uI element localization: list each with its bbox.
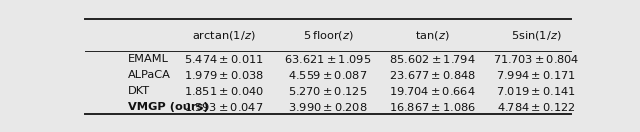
Text: $4.559 \pm 0.087$: $4.559 \pm 0.087$	[288, 69, 368, 81]
Text: $1.979 \pm 0.038$: $1.979 \pm 0.038$	[184, 69, 264, 81]
Text: DKT: DKT	[129, 86, 150, 96]
Text: $5.474 \pm 0.011$: $5.474 \pm 0.011$	[184, 53, 264, 65]
Text: $23.677 \pm 0.848$: $23.677 \pm 0.848$	[388, 69, 476, 81]
Text: $5.270 \pm 0.125$: $5.270 \pm 0.125$	[288, 85, 368, 97]
Text: ALPaCA: ALPaCA	[129, 70, 172, 80]
Text: $19.704 \pm 0.664$: $19.704 \pm 0.664$	[388, 85, 476, 97]
Text: $4.784 \pm 0.122$: $4.784 \pm 0.122$	[497, 101, 576, 113]
Text: $1.593 \pm 0.047$: $1.593 \pm 0.047$	[184, 101, 264, 113]
Text: $71.703 \pm 0.804$: $71.703 \pm 0.804$	[493, 53, 580, 65]
Text: $\tan(z)$: $\tan(z)$	[415, 29, 449, 42]
Text: $7.994 \pm 0.171$: $7.994 \pm 0.171$	[496, 69, 577, 81]
Text: $5\,\mathrm{floor}(z)$: $5\,\mathrm{floor}(z)$	[303, 29, 353, 42]
Text: EMAML: EMAML	[129, 54, 169, 64]
Text: $\arctan(1/z)$: $\arctan(1/z)$	[192, 29, 255, 42]
Text: $63.621 \pm 1.095$: $63.621 \pm 1.095$	[284, 53, 372, 65]
Text: $1.851 \pm 0.040$: $1.851 \pm 0.040$	[184, 85, 264, 97]
Text: $3.990 \pm 0.208$: $3.990 \pm 0.208$	[288, 101, 368, 113]
Text: $5\sin(1/z)$: $5\sin(1/z)$	[511, 29, 561, 42]
Text: $7.019 \pm 0.141$: $7.019 \pm 0.141$	[496, 85, 577, 97]
Text: $16.867 \pm 1.086$: $16.867 \pm 1.086$	[388, 101, 476, 113]
Text: VMGP (ours): VMGP (ours)	[129, 102, 209, 112]
Text: $85.602 \pm 1.794$: $85.602 \pm 1.794$	[388, 53, 476, 65]
